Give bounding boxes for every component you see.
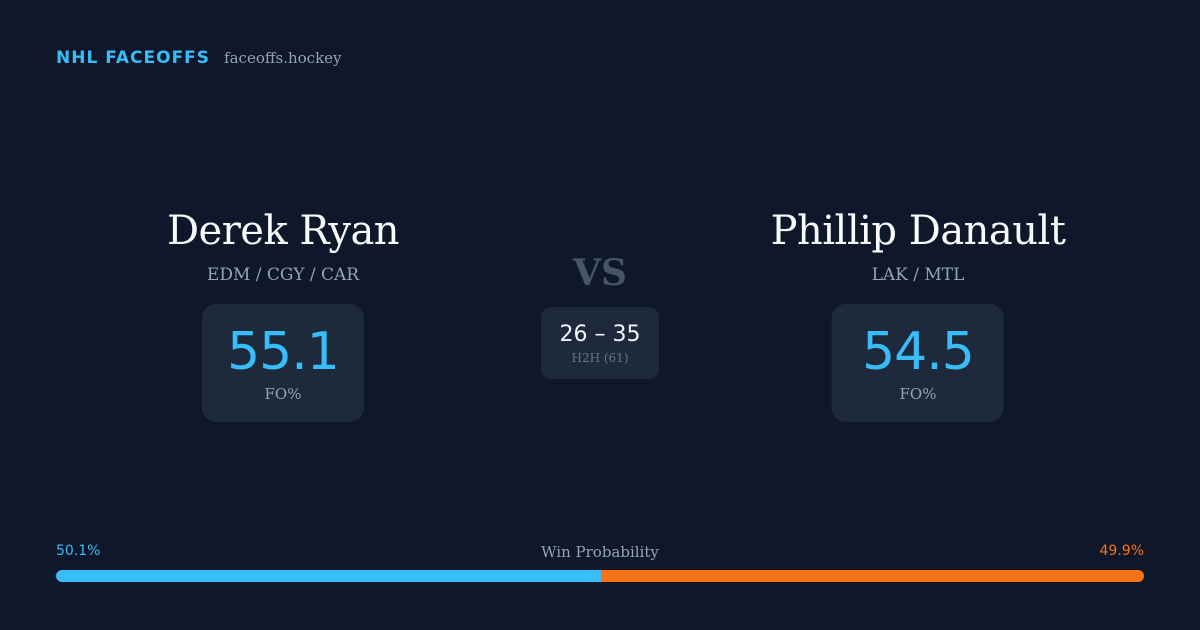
head-to-head-label: H2H (61) xyxy=(571,350,629,365)
brand-url: faceoffs.hockey xyxy=(224,49,342,67)
win-probability-title: Win Probability xyxy=(541,543,659,561)
head-to-head-card: 26 – 35 H2H (61) xyxy=(541,307,659,379)
player-left-name: Derek Ryan xyxy=(166,208,400,254)
player-left-stat-card: 55.1 FO% xyxy=(201,304,364,422)
vs-label: VS xyxy=(573,252,627,294)
player-right: Phillip Danault LAK / MTL 54.5 FO% xyxy=(771,205,1066,422)
head-to-head-score: 26 – 35 xyxy=(559,321,641,347)
win-probability-right: 49.9% xyxy=(1099,543,1144,559)
player-left-fo-label: FO% xyxy=(264,385,302,403)
win-probability-fill-right xyxy=(601,570,1144,582)
player-right-fo-value: 54.5 xyxy=(862,322,975,382)
player-right-name: Phillip Danault xyxy=(770,208,1066,254)
player-right-teams: LAK / MTL xyxy=(871,265,965,285)
win-probability-labels: 50.1% Win Probability 49.9% xyxy=(56,543,1144,563)
player-left: Derek Ryan EDM / CGY / CAR 55.1 FO% xyxy=(166,205,400,422)
win-probability-left: 50.1% xyxy=(56,543,101,559)
player-right-stat-card: 54.5 FO% xyxy=(831,304,1004,422)
brand-name: NHL FACEOFFS xyxy=(56,48,211,68)
player-left-fo-value: 55.1 xyxy=(227,322,340,382)
win-probability-bar xyxy=(56,570,1144,582)
brand-header: NHL FACEOFFS faceoffs.hockey xyxy=(56,48,342,68)
win-probability-fill-left xyxy=(56,570,602,582)
player-right-fo-label: FO% xyxy=(899,385,937,403)
player-left-teams: EDM / CGY / CAR xyxy=(206,265,360,285)
